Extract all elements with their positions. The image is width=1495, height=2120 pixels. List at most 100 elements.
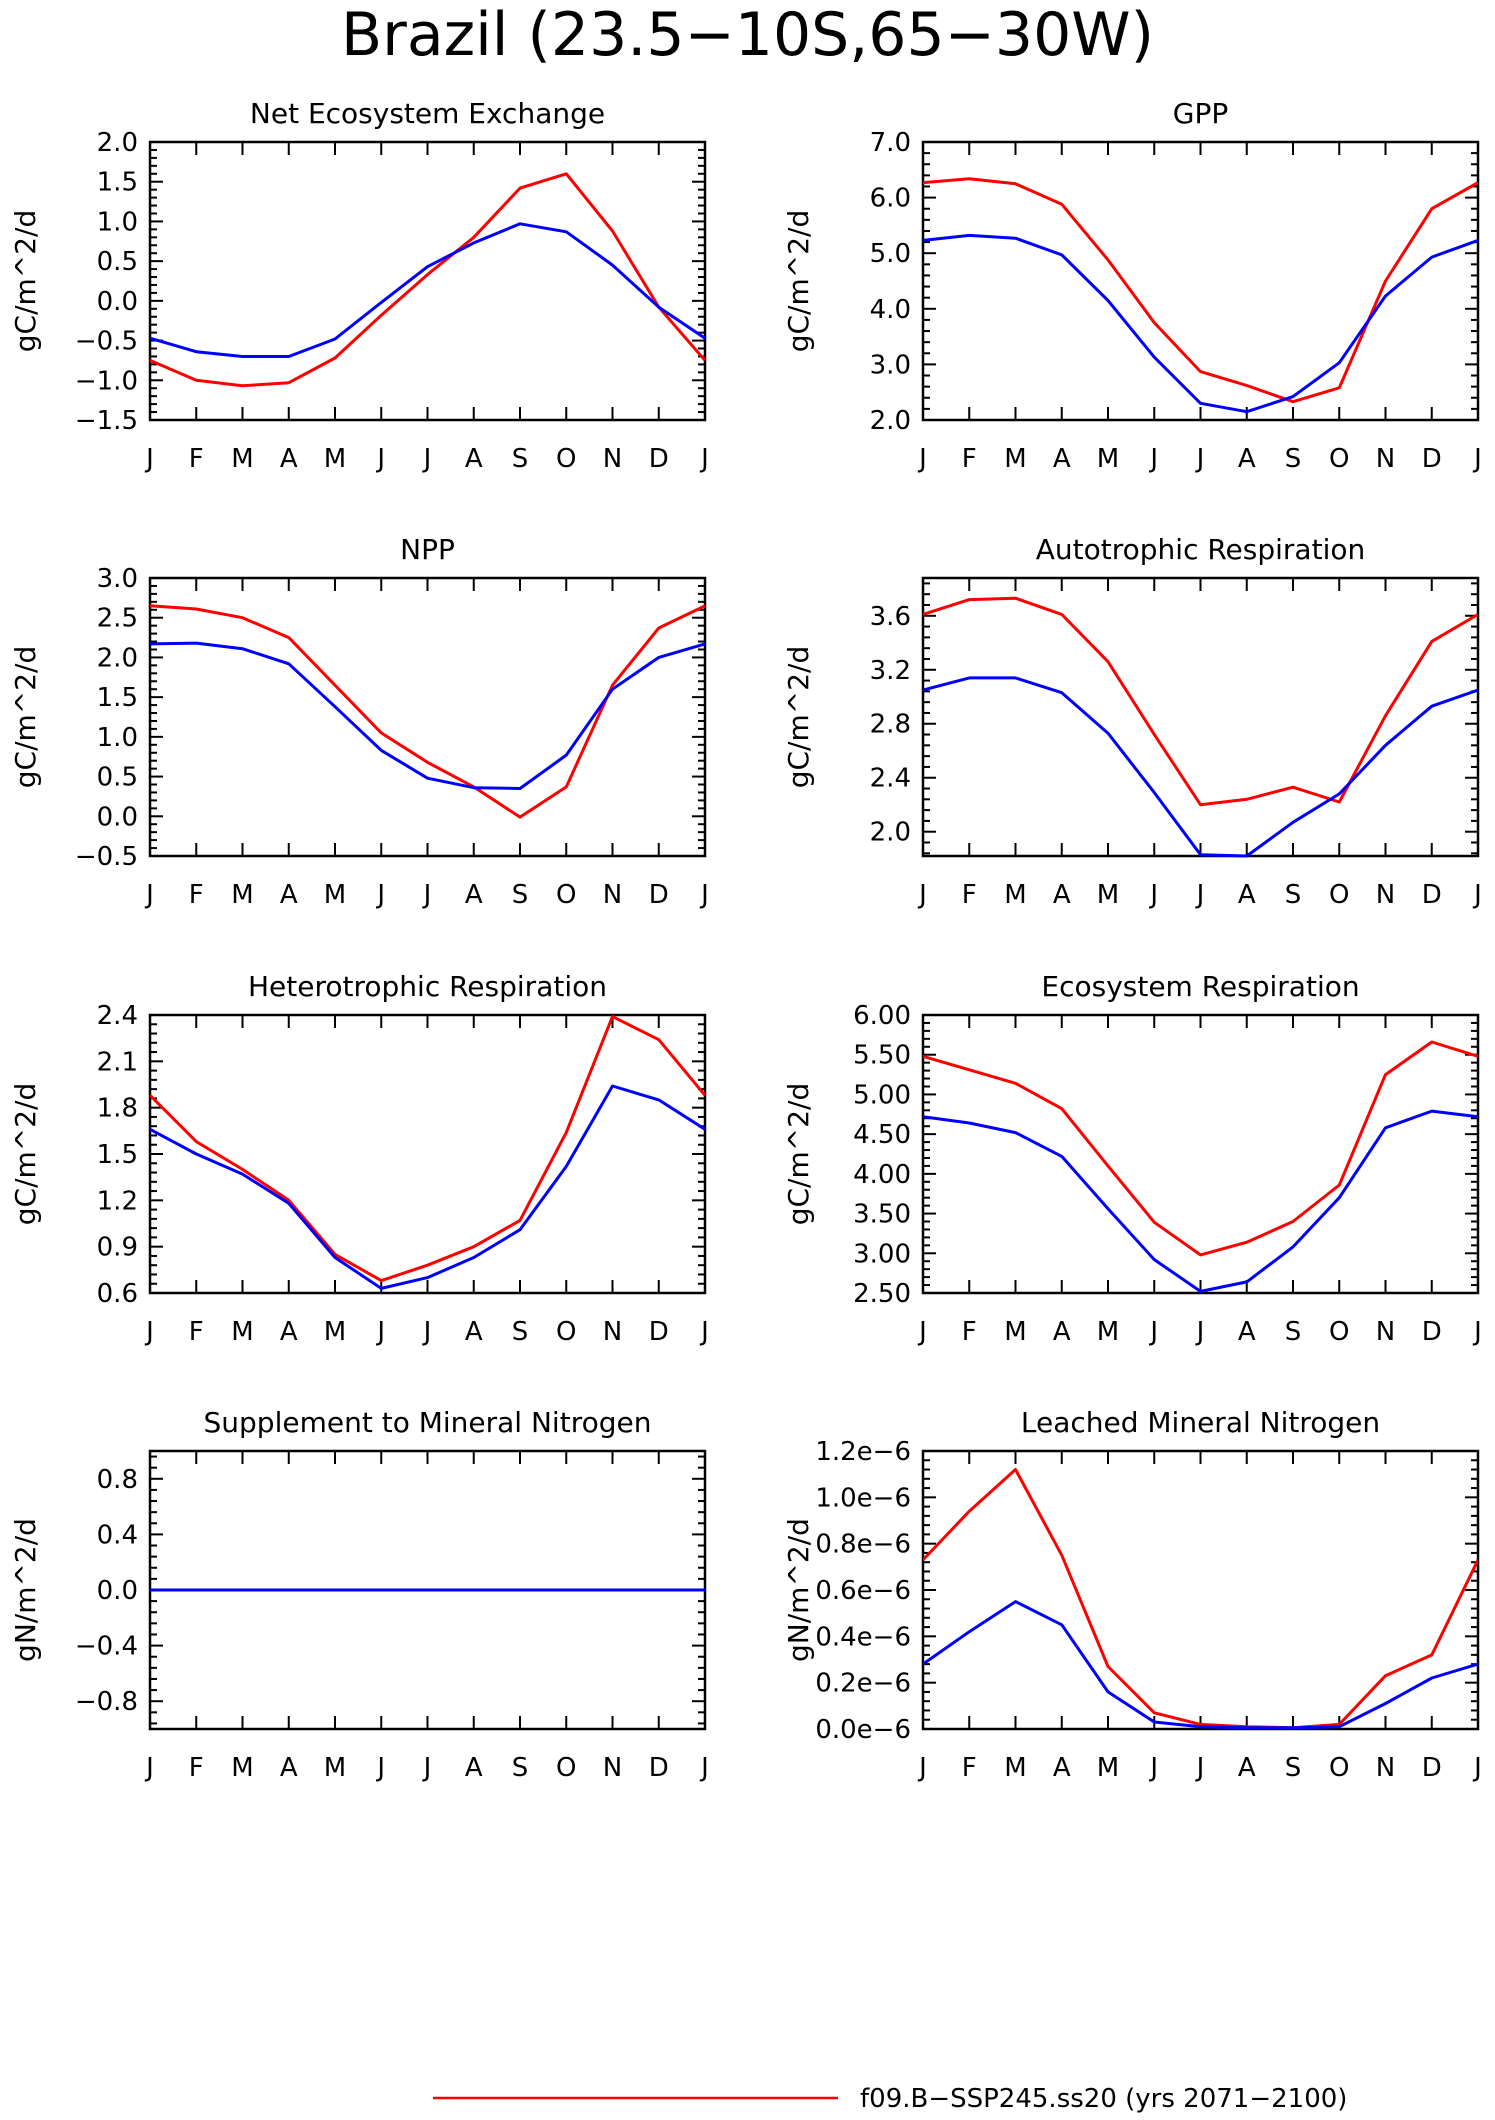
x-axis-ticks <box>149 1451 706 1729</box>
y-tick-label: −0.5 <box>75 327 138 357</box>
y-tick-label: 4.50 <box>853 1120 911 1150</box>
x-tick-label: J <box>375 444 385 474</box>
x-tick-label: O <box>1329 880 1349 910</box>
y-tick-label: 1.0 <box>97 207 138 237</box>
x-tick-label: J <box>1148 444 1158 474</box>
chart-panel-7: Supplement to Mineral Nitrogen gN/m^2/d −0… <box>9 1406 709 1783</box>
y-tick-label: 5.0 <box>870 239 911 269</box>
x-tick-label: J <box>699 1753 709 1783</box>
legend-label: f09.B−SSP245.ss20 (yrs 2071−2100) <box>860 2084 1347 2114</box>
x-tick-label: A <box>1053 1317 1071 1347</box>
x-tick-label: N <box>1376 1317 1395 1347</box>
x-tick-label: J <box>1472 1753 1482 1783</box>
x-tick-label: S <box>1285 880 1302 910</box>
y-tick-label: 2.0 <box>870 818 911 848</box>
x-tick-label: M <box>1097 880 1119 910</box>
y-axis-ticks <box>923 1014 1478 1294</box>
x-tick-label: A <box>465 1753 483 1783</box>
x-tick-label: J <box>1148 1753 1158 1783</box>
x-tick-label: A <box>1238 880 1256 910</box>
y-axis-ticks <box>923 582 1478 855</box>
x-tick-label: O <box>556 880 576 910</box>
x-tick-label: M <box>231 1753 253 1783</box>
y-tick-label: 0.0e−6 <box>815 1715 911 1745</box>
y-tick-label: 1.2e−6 <box>815 1437 911 1467</box>
x-tick-label: J <box>1472 880 1482 910</box>
x-tick-label: F <box>962 444 977 474</box>
chart-title: Autotrophic Respiration <box>1036 533 1365 566</box>
y-tick-label: 0.6e−6 <box>815 1576 911 1606</box>
x-tick-label: J <box>1195 1753 1205 1783</box>
chart-title: Net Ecosystem Exchange <box>250 97 605 130</box>
x-tick-label: J <box>1472 444 1482 474</box>
x-tick-label: A <box>1238 1317 1256 1347</box>
x-tick-label: N <box>1376 880 1395 910</box>
y-axis-label: gC/m^2/d <box>9 210 42 353</box>
x-tick-label: M <box>1097 1317 1119 1347</box>
x-tick-label: O <box>556 1753 576 1783</box>
x-tick-label: J <box>1195 444 1205 474</box>
y-tick-label: −0.8 <box>75 1687 138 1717</box>
y-tick-label: 5.50 <box>853 1041 911 1071</box>
y-tick-label: 0.0 <box>97 1576 138 1606</box>
y-tick-label: 6.0 <box>870 184 911 214</box>
x-tick-label: D <box>1422 1753 1442 1783</box>
y-tick-label: 1.0e−6 <box>815 1483 911 1513</box>
x-tick-label: D <box>649 1753 669 1783</box>
x-axis-ticks <box>922 578 1479 856</box>
x-tick-label: S <box>512 880 529 910</box>
chart-title: Leached Mineral Nitrogen <box>1021 1406 1380 1439</box>
y-axis-ticks <box>923 141 1478 421</box>
y-axis-ticks <box>150 577 705 857</box>
x-tick-label: F <box>962 880 977 910</box>
x-axis-ticks <box>149 142 706 420</box>
y-axis-label: gN/m^2/d <box>782 1518 815 1662</box>
y-axis-ticks <box>150 141 705 421</box>
series-line-red <box>923 1468 1478 1730</box>
y-tick-label: 4.00 <box>853 1160 911 1190</box>
x-tick-label: M <box>231 1317 253 1347</box>
x-tick-label: N <box>603 1753 622 1783</box>
x-tick-label: F <box>189 1317 204 1347</box>
x-tick-label: J <box>144 444 154 474</box>
x-tick-label: A <box>280 1317 298 1347</box>
series-line-blue <box>923 1109 1478 1293</box>
x-tick-label: D <box>1422 444 1442 474</box>
x-tick-label: O <box>1329 1753 1349 1783</box>
x-tick-label: J <box>1195 1317 1205 1347</box>
series-line-red <box>150 1015 705 1283</box>
chart-title: NPP <box>400 533 455 566</box>
x-tick-label: J <box>375 1317 385 1347</box>
x-tick-label: M <box>231 444 253 474</box>
x-tick-label: J <box>917 1753 927 1783</box>
x-tick-label: N <box>603 880 622 910</box>
y-tick-label: 3.50 <box>853 1200 911 1230</box>
x-tick-label: J <box>144 880 154 910</box>
chart-panel-6: Ecosystem Respiration gC/m^2/d 2.50 3.00 3.5… <box>782 970 1482 1347</box>
page-title: Brazil (23.5−10S,65−30W) <box>341 0 1154 70</box>
y-tick-label: 2.4 <box>97 1001 138 1031</box>
x-tick-label: A <box>465 880 483 910</box>
y-tick-label: 2.0 <box>97 128 138 158</box>
y-tick-label: 3.0 <box>97 564 138 594</box>
x-tick-label: O <box>1329 444 1349 474</box>
x-tick-label: S <box>512 1317 529 1347</box>
x-tick-label: J <box>422 444 432 474</box>
x-tick-label: M <box>324 1317 346 1347</box>
y-tick-label: 1.2 <box>97 1186 138 1216</box>
y-axis-label: gC/m^2/d <box>782 210 815 353</box>
x-tick-label: J <box>699 1317 709 1347</box>
series-line-red <box>150 172 705 388</box>
x-tick-label: A <box>1053 880 1071 910</box>
chart-title: GPP <box>1173 97 1228 130</box>
y-tick-label: 0.5 <box>97 763 138 793</box>
x-tick-label: A <box>465 444 483 474</box>
chart-panel-1: Net Ecosystem Exchange gC/m^2/d −1.5 −1.0 −0… <box>9 97 709 474</box>
x-tick-label: A <box>1238 444 1256 474</box>
y-tick-label: 3.00 <box>853 1239 911 1269</box>
y-tick-label: 6.00 <box>853 1001 911 1031</box>
x-tick-label: M <box>1004 880 1026 910</box>
x-tick-label: A <box>280 1753 298 1783</box>
x-tick-label: S <box>1285 1753 1302 1783</box>
